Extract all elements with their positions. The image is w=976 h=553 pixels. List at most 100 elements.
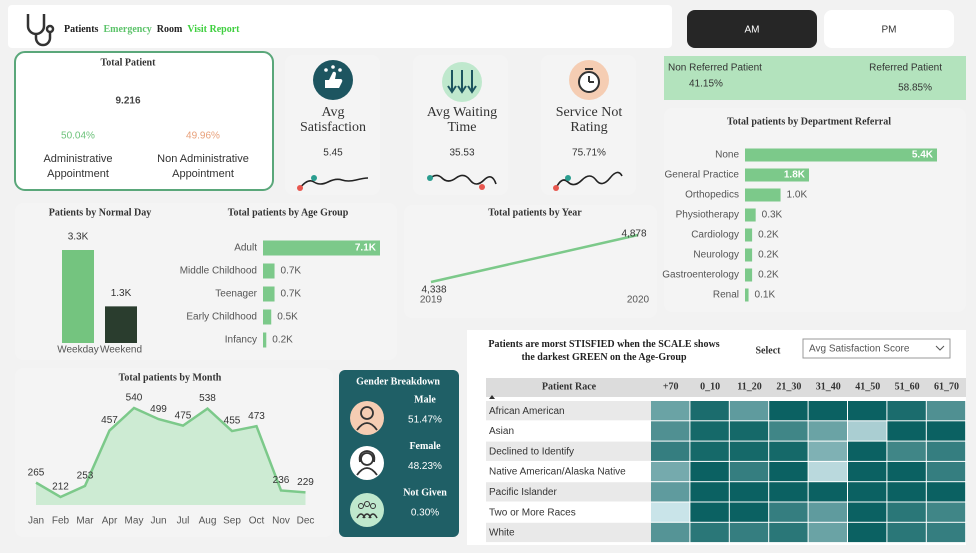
value-label: 253 xyxy=(77,471,94,482)
heat-cell xyxy=(848,502,887,522)
title-part: Room xyxy=(157,24,183,35)
heat-cell xyxy=(808,482,847,502)
referral-value: 58.85% xyxy=(898,83,932,94)
male-icon xyxy=(350,401,384,435)
column-label: 31_40 xyxy=(816,381,841,392)
heat-cell xyxy=(651,522,690,543)
kpi-title-box: Avg Waiting Time xyxy=(426,105,498,135)
category-label: Orthopedics xyxy=(685,190,739,201)
card-title: Total Patient xyxy=(101,57,157,68)
sparkline-dot xyxy=(297,185,303,191)
referral-value: 41.15% xyxy=(689,79,723,90)
column-label: 41_50 xyxy=(855,381,880,392)
chart-title: Total patients by Age Group xyxy=(228,207,349,218)
toggle-label: PM xyxy=(882,25,897,36)
value-label: 0.7K xyxy=(281,266,302,277)
bar xyxy=(745,148,937,162)
kpi-title-box: Avg Satisfaction xyxy=(300,105,366,135)
value-label: 0.5K xyxy=(277,312,298,323)
heat-cell xyxy=(729,502,769,522)
category-label: Gastroenterology xyxy=(662,270,739,281)
x-tick-label: 2020 xyxy=(627,295,650,306)
total-patient-panel xyxy=(14,51,274,191)
toggle-button[interactable] xyxy=(824,10,954,48)
sparkline-dot xyxy=(553,185,559,191)
category-label: Cardiology xyxy=(691,230,739,241)
gender-title: Gender Breakdown xyxy=(356,376,440,387)
value-label: 0.2K xyxy=(758,250,779,261)
x-tick-label: Jul xyxy=(177,516,190,527)
value-label: 236 xyxy=(273,475,290,486)
bar xyxy=(745,288,749,302)
heat-cell xyxy=(690,441,729,461)
bar xyxy=(263,286,275,302)
rating-icon xyxy=(569,60,609,100)
value-label: 499 xyxy=(150,404,167,415)
heat-cell xyxy=(690,522,729,543)
value-label: 0.2K xyxy=(758,270,779,281)
sparkline-dot xyxy=(565,175,571,181)
x-tick-label: Aug xyxy=(199,516,217,527)
category-label: Early Childhood xyxy=(186,312,257,323)
category-label: Adult xyxy=(234,243,257,254)
x-tick-label: Jan xyxy=(28,516,44,527)
value-label: 1.3K xyxy=(111,288,132,299)
bar xyxy=(745,188,781,202)
value-label: 4,878 xyxy=(621,229,646,240)
value-label: 3.3K xyxy=(68,232,89,243)
line xyxy=(35,406,306,499)
category-label: Weekend xyxy=(100,345,142,356)
bar xyxy=(745,168,809,182)
male-icon-head xyxy=(360,406,374,420)
heat-cell xyxy=(690,421,729,441)
satisfaction-icon xyxy=(313,60,353,100)
x-tick-label: Nov xyxy=(272,516,290,527)
value-label: 455 xyxy=(224,416,241,427)
kpi-title: Avg Waiting Time xyxy=(426,105,498,135)
dropdown-arrow xyxy=(935,345,945,351)
referral-panel xyxy=(664,56,966,100)
heat-cell xyxy=(729,522,769,543)
split-label: Administrative Appointment xyxy=(43,153,113,180)
kpi-panel xyxy=(285,55,380,195)
female-icon-body xyxy=(356,450,378,476)
title-part: Visit Report xyxy=(187,24,240,35)
column-label: 0_10 xyxy=(700,381,720,392)
row-label: African American xyxy=(489,406,565,417)
dropdown[interactable] xyxy=(802,338,951,359)
year-panel xyxy=(404,205,657,318)
female-icon xyxy=(350,446,384,480)
heat-cell xyxy=(729,441,769,461)
gender-label: Not Given xyxy=(403,487,447,498)
category-label: Infancy xyxy=(225,335,257,346)
heat-cell xyxy=(769,522,808,543)
column-label: 21_30 xyxy=(776,381,801,392)
heat-cell xyxy=(848,401,887,421)
x-tick-label: Oct xyxy=(249,516,265,527)
x-tick-label: Mar xyxy=(76,516,94,527)
bar xyxy=(263,263,275,279)
value-label: 538 xyxy=(199,393,216,404)
chart-title: Patients by Normal Day xyxy=(49,207,152,218)
sort-arrow xyxy=(489,395,495,399)
toggle-button[interactable] xyxy=(687,10,817,48)
x-tick-label: Dec xyxy=(297,516,315,527)
row-background xyxy=(486,461,651,482)
heat-cell xyxy=(808,522,847,543)
control-value[interactable]: Avg Satisfaction Score xyxy=(809,344,910,355)
area-fill xyxy=(36,408,306,505)
title-part: Emergency xyxy=(103,24,151,35)
bar xyxy=(745,268,753,282)
split-value: 50.04% xyxy=(61,131,95,142)
chart-title: Total patients by Month xyxy=(119,372,222,383)
bar xyxy=(263,309,272,325)
heat-cell xyxy=(690,482,729,502)
category-label: General Practice xyxy=(665,170,740,181)
header-panel xyxy=(8,5,672,48)
bar xyxy=(62,250,94,343)
split-label: Non Administrative Appointment xyxy=(157,153,249,180)
heat-cell xyxy=(729,461,769,482)
sparkline-dot xyxy=(427,175,433,181)
value-label: 4,338 xyxy=(421,285,446,296)
